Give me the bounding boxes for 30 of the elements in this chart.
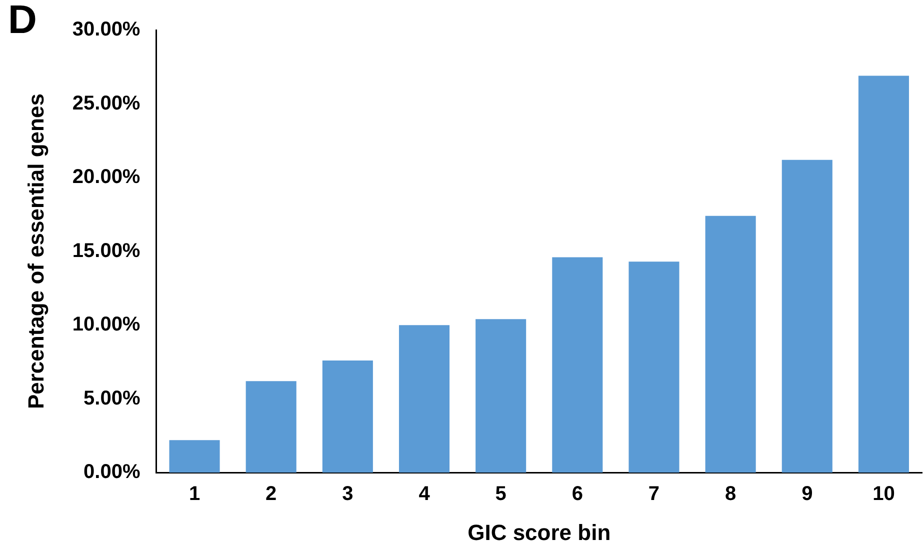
text: D [8,0,37,42]
bar [398,325,450,473]
y-tick-label: 20.00% [72,166,140,188]
bar [705,216,756,473]
bar [628,262,680,473]
bar [246,381,296,473]
bar [552,257,603,473]
bar [169,440,220,473]
x-tick-label: 4 [418,483,431,506]
x-tick-label: 8 [724,483,736,506]
bar [476,319,526,473]
y-tick-label: 0.00% [84,461,140,484]
x-tick-label: 2 [266,483,277,506]
x-axis-title: GIC score bin [468,520,611,545]
y-tick-label: 30.00% [72,18,140,41]
y-tick-label: 10.00% [72,314,140,336]
x-tick-label: 5 [495,483,506,506]
bar [322,360,373,473]
x-tick-label: 9 [802,483,813,506]
y-axis-title: Percentage of essential genes [23,94,48,410]
x-tick-label: 3 [342,483,354,506]
x-tick-label: 10 [872,483,895,506]
x-tick-label: 6 [572,483,583,506]
y-tick-label: 15.00% [72,240,140,262]
bar [782,160,832,473]
x-tick-label: 7 [648,483,660,506]
bar [858,76,909,473]
x-tick-label: 1 [188,483,200,506]
y-tick-label: 25.00% [72,92,140,114]
y-tick-label: 5.00% [84,387,140,410]
